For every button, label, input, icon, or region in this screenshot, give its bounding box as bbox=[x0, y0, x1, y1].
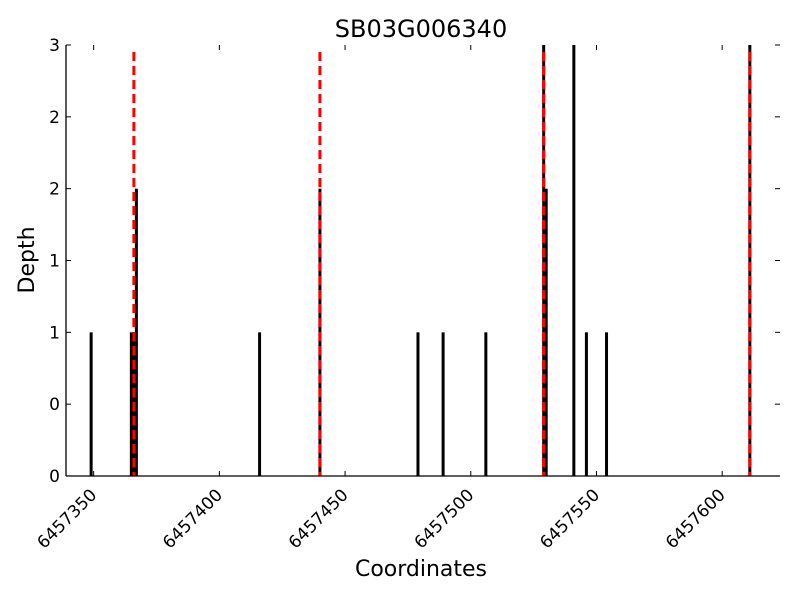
bar bbox=[89, 332, 93, 476]
y-tick-label: 1 bbox=[49, 323, 60, 343]
axes bbox=[65, 45, 780, 477]
bar-series bbox=[89, 45, 752, 476]
x-tick-label: 6457600 bbox=[662, 485, 730, 553]
x-tick-label: 6457400 bbox=[159, 485, 227, 553]
y-tick-label: 0 bbox=[49, 395, 60, 415]
bar bbox=[572, 45, 576, 476]
y-tick-label: 0 bbox=[49, 467, 60, 487]
bar bbox=[544, 188, 548, 476]
y-axis-ticks: 0 0 1 1 2 2 3 bbox=[49, 36, 780, 487]
y-tick-label: 1 bbox=[49, 252, 60, 272]
bar bbox=[542, 45, 546, 476]
x-tick-label: 6457450 bbox=[285, 485, 353, 553]
y-tick-label: 3 bbox=[49, 36, 60, 56]
bar bbox=[134, 188, 138, 476]
chart-title: SB03G006340 bbox=[335, 15, 507, 43]
y-axis-label: Depth bbox=[15, 226, 40, 293]
x-axis-label: Coordinates bbox=[355, 557, 487, 582]
bar bbox=[129, 332, 133, 476]
bar bbox=[584, 332, 588, 476]
x-tick-label: 6457500 bbox=[411, 485, 479, 553]
reference-lines bbox=[132, 52, 752, 476]
bar bbox=[484, 332, 488, 476]
x-tick-label: 6457550 bbox=[536, 485, 604, 553]
bar bbox=[605, 332, 609, 476]
bar bbox=[748, 45, 752, 476]
y-tick-label: 2 bbox=[49, 108, 60, 128]
x-axis-ticks: 6457350 6457400 6457450 6457500 6457550 64576… bbox=[34, 45, 730, 553]
bar bbox=[258, 332, 262, 476]
y-tick-label: 2 bbox=[49, 180, 60, 200]
x-tick-label: 6457350 bbox=[34, 485, 102, 553]
bar bbox=[416, 332, 420, 476]
bar bbox=[441, 332, 445, 476]
